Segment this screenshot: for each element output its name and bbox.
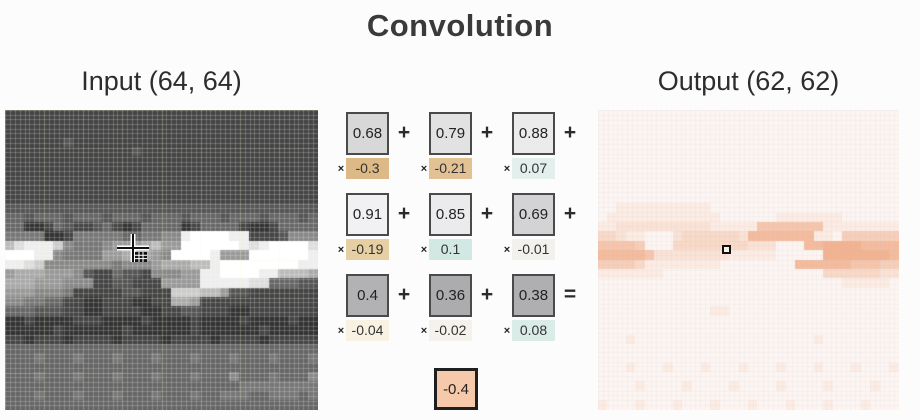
kernel-row-1: 0.68 × -0.3 + 0.79 × -0.21 + 0.88 × 0.07 + [336, 112, 585, 179]
kernel-weight-chip: -0.01 [512, 239, 555, 260]
output-image[interactable] [598, 110, 899, 410]
plus-operator: + [563, 121, 577, 144]
page-title: Convolution [366, 8, 554, 43]
plus-operator: + [480, 121, 494, 144]
input-image[interactable] [5, 110, 318, 410]
times-icon: × [420, 162, 428, 175]
kernel-cell[interactable]: 0.91 × -0.19 [336, 193, 389, 260]
kernel-cell[interactable]: 0.68 × -0.3 [336, 112, 389, 179]
patch-value-box: 0.88 [512, 112, 555, 155]
times-icon: × [337, 243, 345, 256]
kernel-cell[interactable]: 0.79 × -0.21 [419, 112, 472, 179]
times-icon: × [420, 243, 428, 256]
kernel-weight-chip: 0.07 [512, 158, 555, 179]
output-label: Output (62, 62) [657, 66, 840, 96]
plus-operator: + [480, 202, 494, 225]
patch-value-box: 0.91 [346, 193, 389, 236]
kernel-row-3: 0.4 × -0.04 + 0.36 × -0.02 + 0.38 × 0.08 = [336, 274, 585, 341]
kernel-cell[interactable]: 0.85 × 0.1 [419, 193, 472, 260]
input-label: Input (64, 64) [81, 66, 242, 96]
plus-operator: + [397, 121, 411, 144]
plus-operator: + [480, 283, 494, 306]
result-box: -0.4 [434, 368, 478, 410]
kernel-cell[interactable]: 0.36 × -0.02 [419, 274, 472, 341]
patch-value-box: 0.38 [512, 274, 555, 317]
input-image-canvas[interactable] [5, 110, 318, 410]
patch-value-box: 0.69 [512, 193, 555, 236]
kernel-weight-chip: 0.1 [429, 239, 472, 260]
kernel-cell[interactable]: 0.69 × -0.01 [502, 193, 555, 260]
kernel-weight-chip: -0.21 [429, 158, 472, 179]
kernel-weight-chip: -0.3 [346, 158, 389, 179]
times-icon: × [337, 162, 345, 175]
patch-value-box: 0.79 [429, 112, 472, 155]
plus-operator: + [397, 283, 411, 306]
output-image-canvas[interactable] [598, 110, 899, 410]
patch-value-box: 0.36 [429, 274, 472, 317]
plus-operator: + [397, 202, 411, 225]
patch-value-box: 0.68 [346, 112, 389, 155]
times-icon: × [503, 243, 511, 256]
equals-operator: = [563, 283, 577, 306]
patch-value-box: 0.85 [429, 193, 472, 236]
times-icon: × [503, 324, 511, 337]
patch-value-box: 0.4 [346, 274, 389, 317]
kernel-weight-chip: -0.04 [346, 320, 389, 341]
kernel-weight-chip: -0.19 [346, 239, 389, 260]
kernel-weight-chip: -0.02 [429, 320, 472, 341]
kernel-weight-chip: 0.08 [512, 320, 555, 341]
output-selected-pixel [721, 244, 731, 254]
times-icon: × [503, 162, 511, 175]
kernel-cell[interactable]: 0.38 × 0.08 [502, 274, 555, 341]
kernel-cell[interactable]: 0.4 × -0.04 [336, 274, 389, 341]
times-icon: × [337, 324, 345, 337]
times-icon: × [420, 324, 428, 337]
plus-operator: + [563, 202, 577, 225]
kernel-row-2: 0.91 × -0.19 + 0.85 × 0.1 + 0.69 × -0.01 + [336, 193, 585, 260]
kernel-cell[interactable]: 0.88 × 0.07 [502, 112, 555, 179]
